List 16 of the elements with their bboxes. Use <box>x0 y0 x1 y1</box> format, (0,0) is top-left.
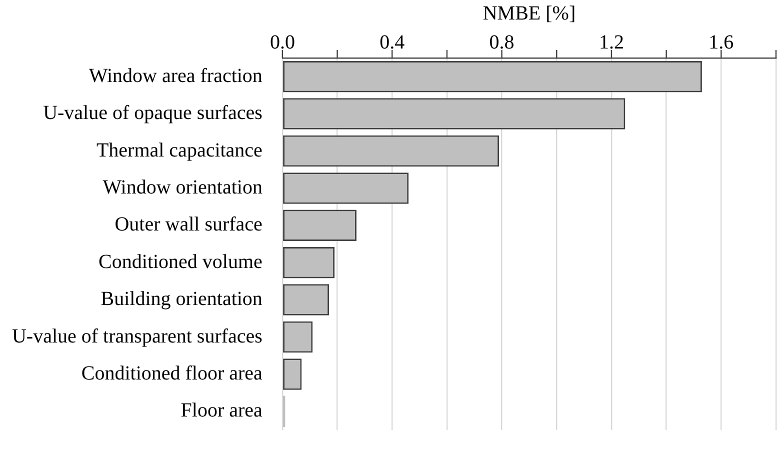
y-tick-label: Floor area <box>180 400 263 422</box>
y-tick-label: U-value of opaque surfaces <box>43 102 263 124</box>
x-tick-label: 0.0 <box>270 31 295 54</box>
x-axis-title: NMBE [%] <box>482 2 576 24</box>
y-tick-label: Window orientation <box>102 176 262 198</box>
y-tick-label: U-value of transparent surfaces <box>12 325 263 348</box>
y-tick-label: Conditioned volume <box>98 250 263 273</box>
y-tick-label: Outer wall surface <box>114 214 263 236</box>
x-tick-label: 0.4 <box>380 31 405 54</box>
y-tick-label: Window area fraction <box>88 64 262 87</box>
y-tick-label: Building orientation <box>100 288 262 310</box>
x-tick-label: 1.6 <box>708 31 734 54</box>
y-tick-label: Thermal capacitance <box>96 139 263 162</box>
y-tick-label: Conditioned floor area <box>81 362 263 384</box>
x-tick-label: 0.8 <box>489 31 514 54</box>
x-tick-label: 1.2 <box>598 31 624 54</box>
